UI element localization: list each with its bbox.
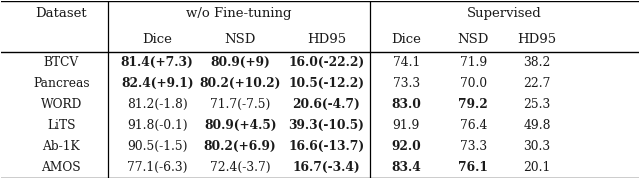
Text: WORD: WORD bbox=[41, 98, 82, 111]
Text: NSD: NSD bbox=[225, 33, 256, 46]
Text: Dataset: Dataset bbox=[36, 7, 87, 20]
Text: 16.0(-22.2): 16.0(-22.2) bbox=[289, 56, 364, 69]
Text: Pancreas: Pancreas bbox=[33, 77, 90, 90]
Text: 20.6(-4.7): 20.6(-4.7) bbox=[292, 98, 360, 111]
Text: 73.3: 73.3 bbox=[393, 77, 420, 90]
Text: 39.3(-10.5): 39.3(-10.5) bbox=[289, 119, 364, 132]
Text: Supervised: Supervised bbox=[467, 7, 542, 20]
Text: 92.0: 92.0 bbox=[391, 140, 421, 153]
Text: 82.4(+9.1): 82.4(+9.1) bbox=[121, 77, 193, 90]
Text: 80.2(+10.2): 80.2(+10.2) bbox=[200, 77, 281, 90]
Text: 77.1(-6.3): 77.1(-6.3) bbox=[127, 161, 188, 174]
Text: 70.0: 70.0 bbox=[460, 77, 487, 90]
Text: 25.3: 25.3 bbox=[524, 98, 551, 111]
Text: 16.7(-3.4): 16.7(-3.4) bbox=[292, 161, 360, 174]
Text: 49.8: 49.8 bbox=[524, 119, 551, 132]
Text: Dice: Dice bbox=[391, 33, 421, 46]
Text: 80.2(+6.9): 80.2(+6.9) bbox=[204, 140, 276, 153]
Text: 83.0: 83.0 bbox=[391, 98, 421, 111]
Text: 80.9(+9): 80.9(+9) bbox=[211, 56, 270, 69]
Text: 73.3: 73.3 bbox=[460, 140, 487, 153]
Text: 20.1: 20.1 bbox=[524, 161, 551, 174]
Text: 91.9: 91.9 bbox=[392, 119, 420, 132]
Text: NSD: NSD bbox=[458, 33, 489, 46]
Text: BTCV: BTCV bbox=[44, 56, 79, 69]
Text: 83.4: 83.4 bbox=[391, 161, 421, 174]
Text: 71.9: 71.9 bbox=[460, 56, 487, 69]
Text: Ab-1K: Ab-1K bbox=[42, 140, 80, 153]
Text: 30.3: 30.3 bbox=[524, 140, 550, 153]
Text: HD95: HD95 bbox=[518, 33, 557, 46]
Text: Dice: Dice bbox=[142, 33, 172, 46]
Text: 81.2(-1.8): 81.2(-1.8) bbox=[127, 98, 188, 111]
Text: 79.2: 79.2 bbox=[458, 98, 488, 111]
Text: 16.6(-13.7): 16.6(-13.7) bbox=[289, 140, 364, 153]
Text: 76.1: 76.1 bbox=[458, 161, 488, 174]
Text: 38.2: 38.2 bbox=[524, 56, 551, 69]
Text: 91.8(-0.1): 91.8(-0.1) bbox=[127, 119, 188, 132]
Text: 22.7: 22.7 bbox=[524, 77, 551, 90]
Text: LiTS: LiTS bbox=[47, 119, 76, 132]
Text: 10.5(-12.2): 10.5(-12.2) bbox=[289, 77, 364, 90]
Text: 72.4(-3.7): 72.4(-3.7) bbox=[210, 161, 271, 174]
Text: w/o Fine-tuning: w/o Fine-tuning bbox=[186, 7, 292, 20]
Text: 80.9(+4.5): 80.9(+4.5) bbox=[204, 119, 276, 132]
Text: 90.5(-1.5): 90.5(-1.5) bbox=[127, 140, 188, 153]
Text: 74.1: 74.1 bbox=[392, 56, 420, 69]
Text: HD95: HD95 bbox=[307, 33, 346, 46]
Text: 81.4(+7.3): 81.4(+7.3) bbox=[121, 56, 193, 69]
Text: 71.7(-7.5): 71.7(-7.5) bbox=[210, 98, 270, 111]
Text: AMOS: AMOS bbox=[42, 161, 81, 174]
Text: 76.4: 76.4 bbox=[460, 119, 487, 132]
